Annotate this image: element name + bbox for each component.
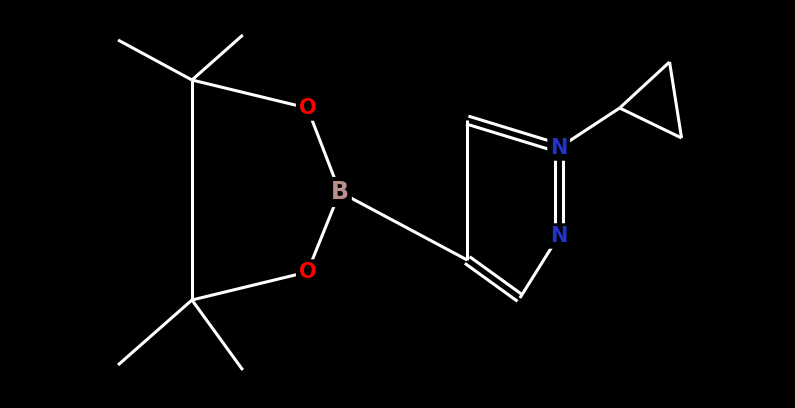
Text: O: O: [299, 262, 316, 282]
Text: O: O: [299, 98, 316, 118]
Text: N: N: [550, 138, 568, 158]
Text: N: N: [550, 226, 568, 246]
Text: B: B: [331, 180, 349, 204]
